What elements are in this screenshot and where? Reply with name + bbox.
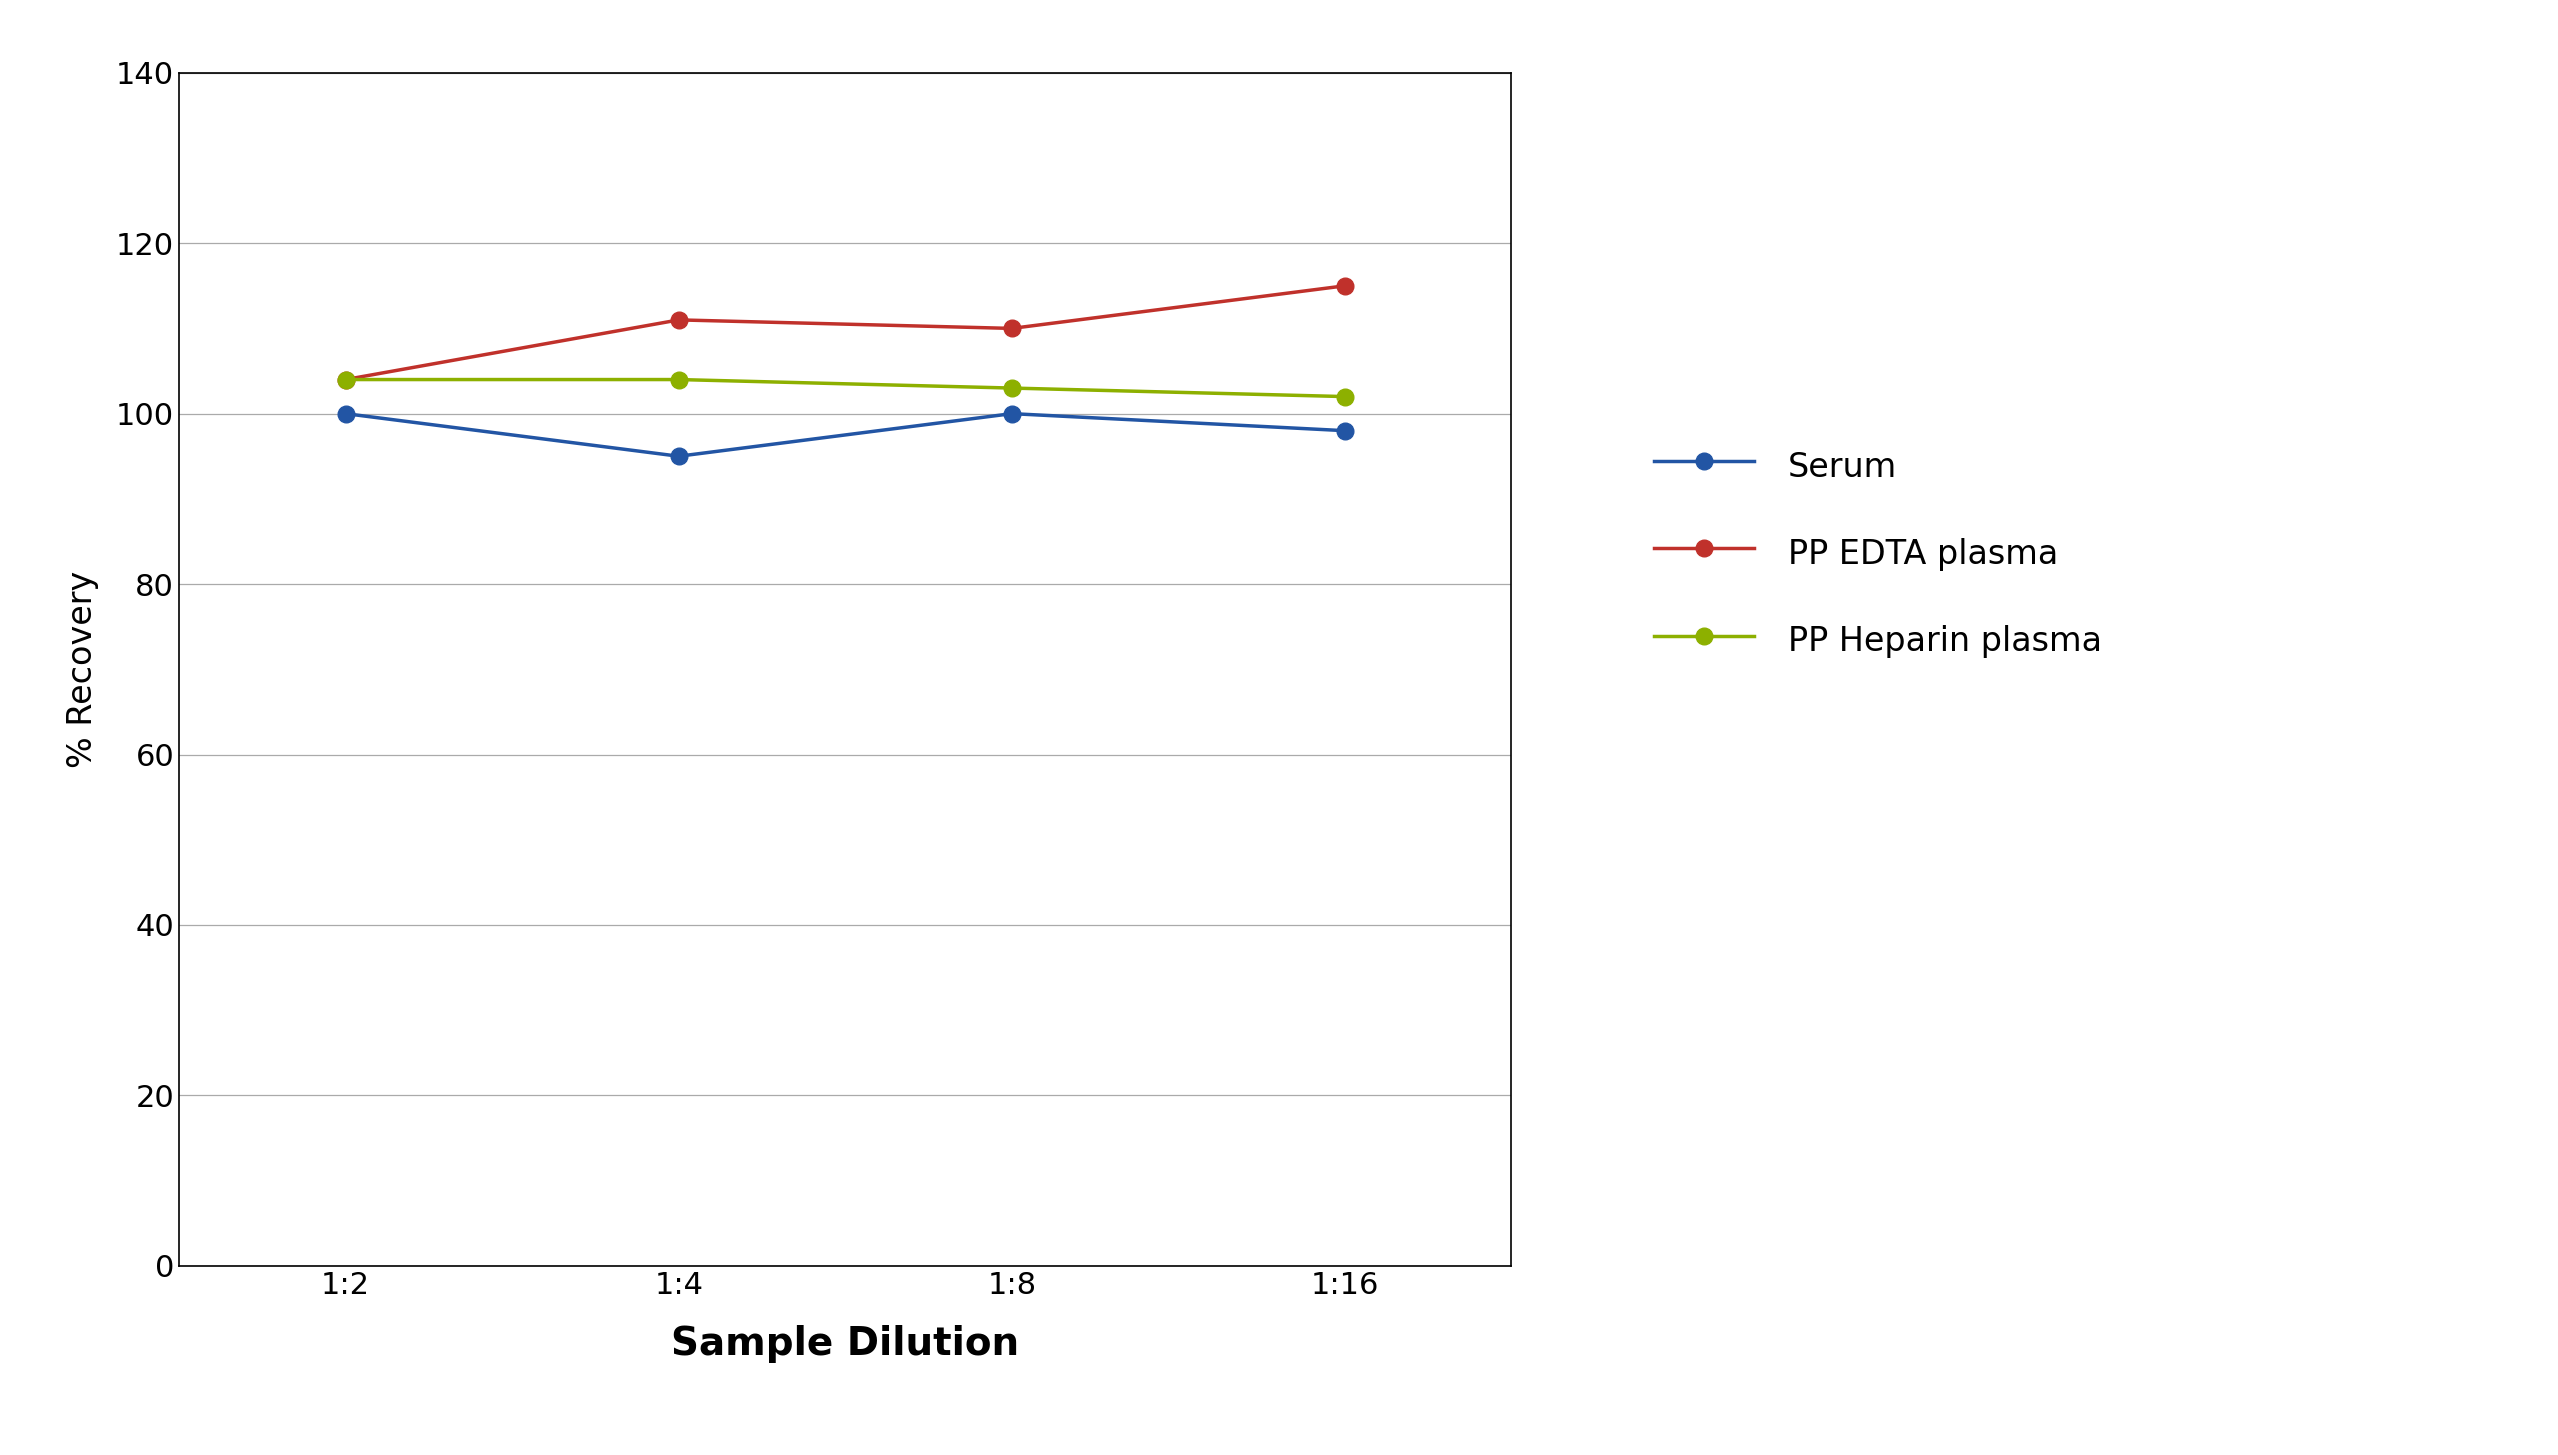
PP EDTA plasma (330, 371, 361, 388)
Line: PP Heparin plasma: PP Heparin plasma (338, 371, 1353, 404)
PP EDTA plasma (1330, 276, 1361, 294)
Serum (1330, 422, 1361, 439)
PP Heparin plasma (330, 371, 361, 388)
Line: Serum: Serum (338, 406, 1353, 464)
X-axis label: Sample Dilution: Sample Dilution (670, 1324, 1018, 1363)
Legend: Serum, PP EDTA plasma, PP Heparin plasma: Serum, PP EDTA plasma, PP Heparin plasma (1642, 432, 2115, 674)
Y-axis label: % Recovery: % Recovery (67, 570, 100, 768)
Serum (998, 404, 1028, 422)
PP Heparin plasma (1330, 388, 1361, 406)
PP EDTA plasma (663, 311, 693, 329)
PP Heparin plasma (998, 380, 1028, 397)
Serum (663, 448, 693, 466)
Serum (330, 404, 361, 422)
PP EDTA plasma (998, 320, 1028, 338)
PP Heparin plasma (663, 371, 693, 388)
Line: PP EDTA plasma: PP EDTA plasma (338, 278, 1353, 388)
